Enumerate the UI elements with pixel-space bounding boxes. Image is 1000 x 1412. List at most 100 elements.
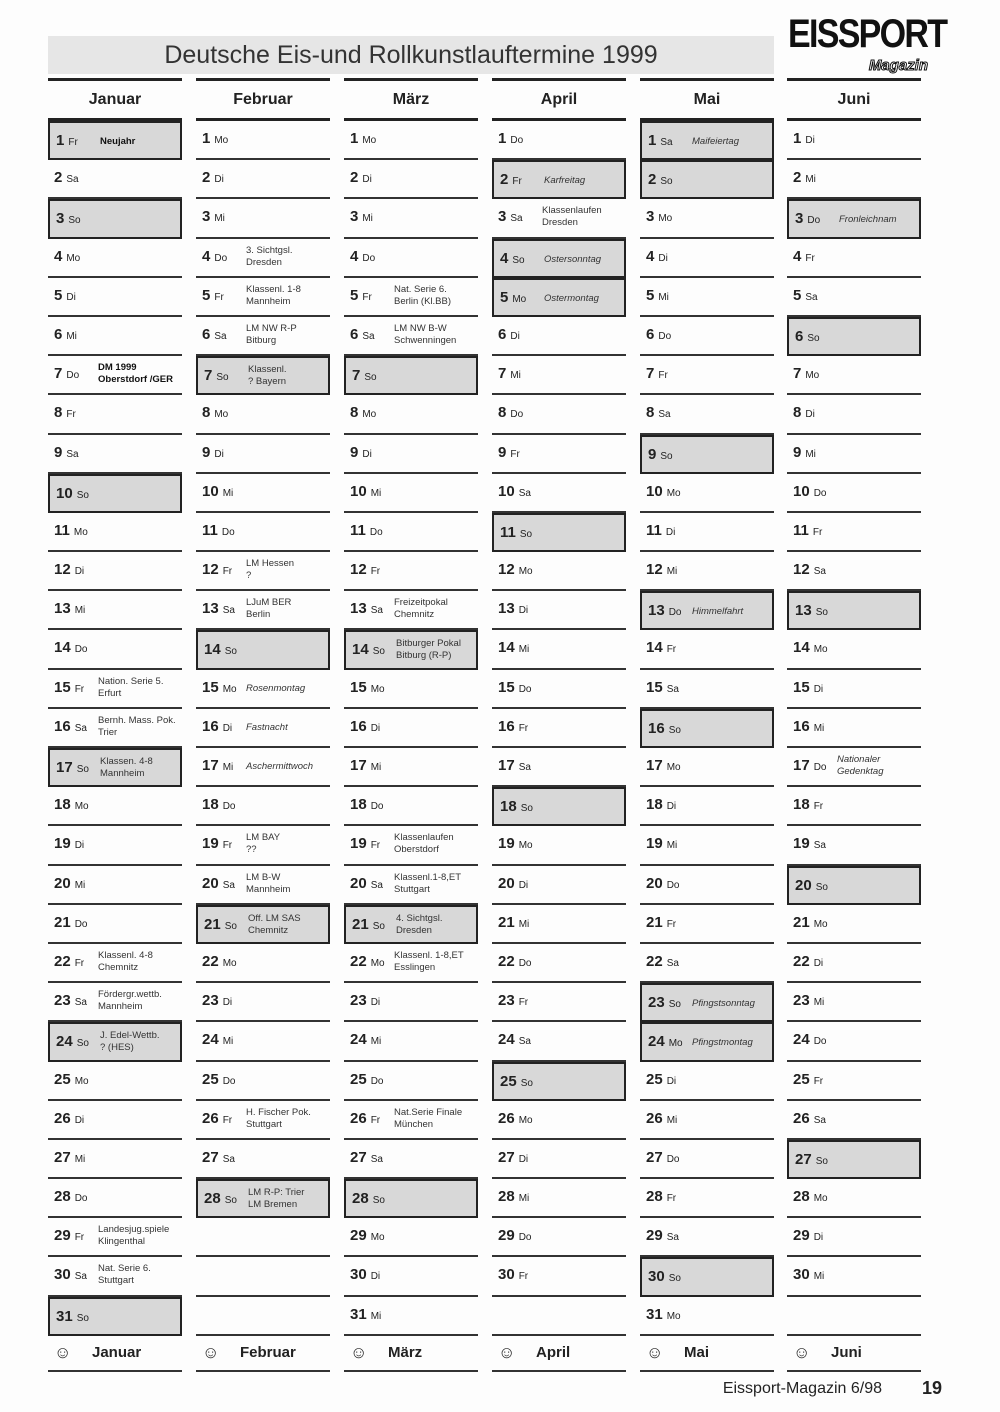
- day-row: 25 Fr: [787, 1062, 921, 1101]
- weekday: Sa: [222, 605, 235, 617]
- day-row: 7 So: [344, 356, 478, 396]
- day-number: 10 Mi: [350, 482, 382, 500]
- weekday: Mo: [214, 409, 229, 421]
- weekday: Sa: [370, 879, 383, 891]
- day-number: 29 Sa: [646, 1227, 679, 1245]
- weekday: Mi: [74, 605, 86, 617]
- weekday: Do: [658, 330, 672, 342]
- weekday: Mi: [222, 1036, 234, 1048]
- day-number: 28 So: [352, 1190, 385, 1208]
- weekday: Di: [362, 174, 372, 186]
- day-number: 3 Do: [795, 210, 821, 228]
- weekday: So: [668, 724, 681, 736]
- day-number: 2 So: [648, 171, 673, 189]
- day-number: 12 Fr: [350, 561, 381, 579]
- day-number: 1 Do: [498, 130, 524, 147]
- weekday: Sa: [74, 997, 87, 1009]
- weekday: Di: [665, 526, 676, 538]
- weekday: Fr: [518, 722, 529, 734]
- logo-sub: Magazin: [868, 57, 928, 75]
- day-row: 18 Fr: [787, 787, 921, 827]
- weekday: So: [68, 215, 81, 227]
- month-name: Mai: [693, 91, 721, 108]
- day-row: 10 Mo: [640, 474, 774, 513]
- day-number: 2 Sa: [54, 169, 79, 187]
- day-number: 8 Di: [793, 404, 815, 422]
- event-label: LM R-P: Trier LM Bremen: [248, 1187, 305, 1211]
- day-row: 27 Sa: [196, 1140, 330, 1180]
- weekday: So: [372, 646, 385, 658]
- day-row: 17 Sa: [492, 748, 626, 788]
- event-label: Freizeitpokal Chemnitz: [394, 597, 448, 621]
- smiley-icon: ☺: [793, 1342, 811, 1362]
- weekday: Mi: [813, 1271, 825, 1283]
- day-row: 16 Mi: [787, 709, 921, 748]
- month-name: Januar: [88, 91, 142, 108]
- day-number: 27 Sa: [202, 1148, 235, 1166]
- weekday: Mi: [222, 762, 234, 773]
- day-row: 27 Di: [492, 1140, 626, 1180]
- day-row: 6 Do: [640, 317, 774, 357]
- day-number: 1 Mo: [202, 130, 229, 147]
- weekday: Fr: [666, 1193, 677, 1205]
- day-number: 22 Fr: [54, 952, 85, 970]
- day-row: 6 Di: [492, 317, 626, 357]
- day-number: 5 Mi: [646, 286, 669, 304]
- day-number: 15 Mo: [202, 678, 237, 696]
- day-row: 8 Di: [787, 395, 921, 435]
- day-row: 2 Di: [344, 160, 478, 200]
- weekday: Di: [370, 997, 381, 1009]
- day-number: 21 So: [204, 915, 237, 933]
- month-column-0: Januar 1 Fr Neujahr 2 Sa 3 So 4 Mo 5 Di 6 Mi 7 Do DM 199…: [48, 78, 182, 1372]
- month-column-3: April 1 Do 2 Fr Karfreitag 3 Sa Klassenlaufen Dr…: [492, 78, 626, 1372]
- day-row: 8 Fr: [48, 395, 182, 435]
- day-number: 14 Mi: [498, 639, 530, 657]
- observance-label: Nationaler Gedenktag: [837, 754, 884, 777]
- empty-row: [196, 1257, 330, 1297]
- day-number: 4 So: [500, 249, 525, 267]
- weekday: Do: [807, 215, 821, 227]
- weekday: Fr: [362, 291, 372, 303]
- weekday: So: [224, 920, 237, 932]
- weekday: Fr: [518, 997, 529, 1009]
- weekday: Sa: [518, 1036, 531, 1048]
- day-row: 23 Mi: [787, 983, 921, 1023]
- weekday: Mo: [222, 957, 237, 969]
- weekday: Sa: [370, 605, 383, 617]
- day-number: 9 So: [648, 445, 673, 463]
- event-label: Klassenlaufen Dresden: [542, 205, 602, 229]
- weekday: Fr: [666, 918, 677, 930]
- day-number: 9 Mi: [793, 443, 816, 461]
- day-number: 10 Sa: [498, 482, 531, 500]
- day-row: 23 Fr: [492, 983, 626, 1023]
- weekday: Mi: [510, 370, 521, 382]
- day-row: 15 Mo Rosenmontag: [196, 670, 330, 709]
- day-number: 26 Fr: [202, 1109, 233, 1127]
- day-row: 23 Sa Fördergr.wettb. Mannheim: [48, 983, 182, 1023]
- weekday: So: [815, 1155, 828, 1167]
- day-row: 28 So: [344, 1179, 478, 1219]
- day-number: 29 Di: [793, 1227, 824, 1245]
- day-row: 22 Di: [787, 944, 921, 984]
- day-row: 29 Fr Landesjug.spiele Klingenthal: [48, 1218, 182, 1258]
- day-number: 14 Do: [54, 639, 88, 657]
- weekday: Sa: [66, 448, 79, 460]
- event-label: Klassenl. ? Bayern: [248, 364, 287, 388]
- day-number: 30 Mi: [793, 1266, 825, 1284]
- day-number: 17 So: [56, 759, 89, 776]
- weekday: Do: [666, 879, 680, 891]
- event-label: LJuM BER Berlin: [246, 597, 292, 621]
- weekday: Fr: [518, 1271, 529, 1283]
- day-number: 12 Sa: [793, 561, 826, 579]
- weekday: So: [372, 1195, 385, 1207]
- day-row: 8 Do: [492, 395, 626, 435]
- weekday: Mi: [66, 330, 77, 342]
- day-row: 27 Do: [640, 1140, 774, 1180]
- weekday: Mo: [370, 683, 385, 695]
- day-number: 17 Mo: [646, 757, 681, 774]
- day-number: 16 Fr: [498, 717, 529, 735]
- weekday: Mo: [73, 526, 88, 538]
- day-number: 4 Do: [202, 247, 228, 265]
- day-row: 22 Mo Klassenl. 1-8,ET Esslingen: [344, 944, 478, 984]
- day-row: 10 Mi: [196, 474, 330, 513]
